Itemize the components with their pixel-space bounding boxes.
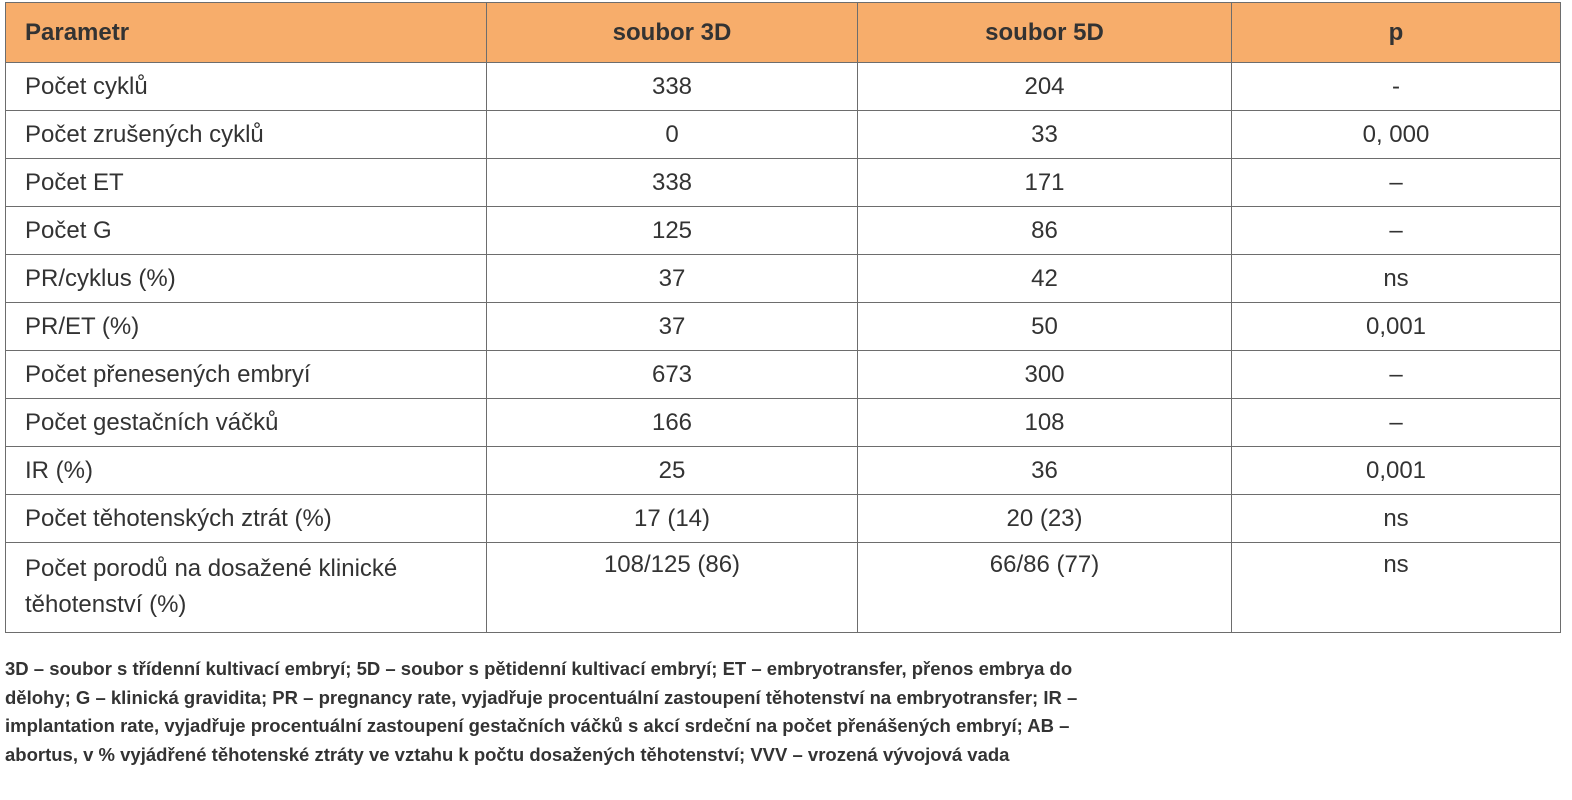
row-label: Počet gestačních váčků [5,398,487,447]
table-row: Počet gestačních váčků 166 108 – [5,398,1561,447]
table-row: Počet cyklů 338 204 - [5,62,1561,111]
header-p: p [1231,2,1561,63]
cell-3d: 673 [486,350,858,399]
cell-p: – [1231,350,1561,399]
cell-3d: 37 [486,254,858,303]
header-parametr: Parametr [5,2,487,63]
cell-3d: 338 [486,62,858,111]
table-row: Počet ET 338 171 – [5,158,1561,207]
cell-p: – [1231,398,1561,447]
table-row: PR/ET (%) 37 50 0,001 [5,302,1561,351]
table-row: PR/cyklus (%) 37 42 ns [5,254,1561,303]
row-label: Počet porodů na dosažené klinické těhote… [5,542,487,633]
cell-5d: 36 [857,446,1232,495]
cell-p: ns [1231,494,1561,543]
cell-p: 0,001 [1231,302,1561,351]
cell-5d: 20 (23) [857,494,1232,543]
row-label: Počet G [5,206,487,255]
cell-3d: 17 (14) [486,494,858,543]
cell-p: - [1231,62,1561,111]
table-footnote: 3D – soubor s třídenní kultivací embryí;… [5,658,1078,765]
cell-3d: 338 [486,158,858,207]
row-label: Počet zrušených cyklů [5,110,487,159]
table-row: Počet G 125 86 – [5,206,1561,255]
header-row: Parametr soubor 3D soubor 5D p [5,2,1561,63]
cell-p: ns [1231,254,1561,303]
header-soubor-3d: soubor 3D [486,2,858,63]
cell-5d: 66/86 (77) [857,542,1232,633]
cell-p: – [1231,206,1561,255]
row-label: PR/ET (%) [5,302,487,351]
cell-5d: 300 [857,350,1232,399]
cell-5d: 108 [857,398,1232,447]
cell-p: 0, 000 [1231,110,1561,159]
results-table: Parametr soubor 3D soubor 5D p Počet cyk… [5,2,1561,633]
table-header: Parametr soubor 3D soubor 5D p [5,2,1561,63]
cell-3d: 37 [486,302,858,351]
row-label: Počet cyklů [5,62,487,111]
table-row: Počet přenesených embryí 673 300 – [5,350,1561,399]
cell-3d: 0 [486,110,858,159]
table-row: IR (%) 25 36 0,001 [5,446,1561,495]
cell-3d: 166 [486,398,858,447]
cell-5d: 171 [857,158,1232,207]
cell-3d: 108/125 (86) [486,542,858,633]
cell-5d: 42 [857,254,1232,303]
cell-3d: 25 [486,446,858,495]
header-soubor-5d: soubor 5D [857,2,1232,63]
row-label: PR/cyklus (%) [5,254,487,303]
cell-5d: 33 [857,110,1232,159]
row-label: Počet těhotenských ztrát (%) [5,494,487,543]
cell-p: 0,001 [1231,446,1561,495]
row-label: Počet přenesených embryí [5,350,487,399]
cell-p: – [1231,158,1561,207]
table-row: Počet porodů na dosažené klinické těhote… [5,542,1561,633]
table-body: Počet cyklů 338 204 - Počet zrušených cy… [5,62,1561,633]
row-label: IR (%) [5,446,487,495]
cell-p: ns [1231,542,1561,633]
cell-3d: 125 [486,206,858,255]
row-label: Počet ET [5,158,487,207]
cell-5d: 50 [857,302,1232,351]
cell-5d: 204 [857,62,1232,111]
cell-5d: 86 [857,206,1232,255]
table-row: Počet těhotenských ztrát (%) 17 (14) 20 … [5,494,1561,543]
table-row: Počet zrušených cyklů 0 33 0, 000 [5,110,1561,159]
